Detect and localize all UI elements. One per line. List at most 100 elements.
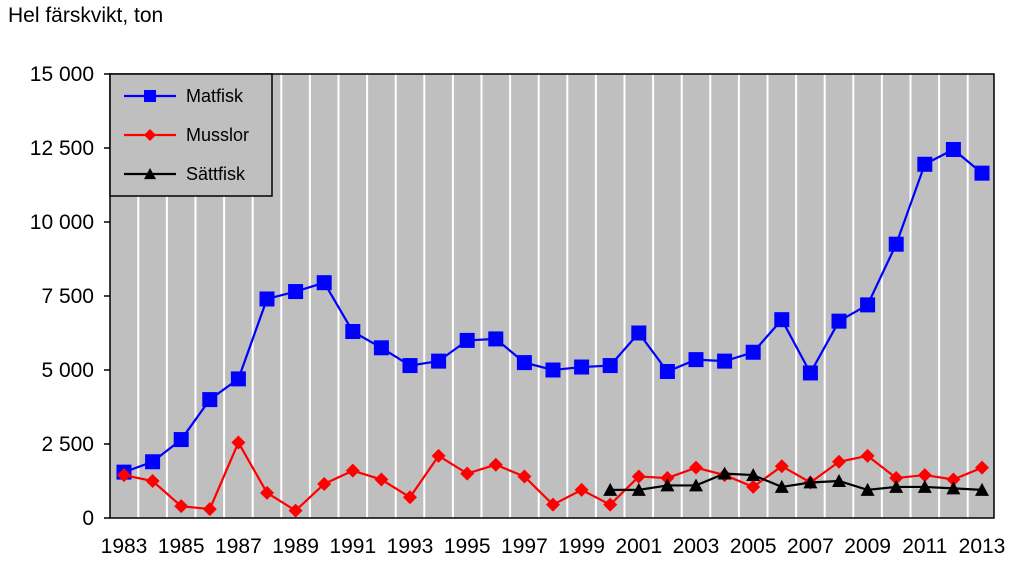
data-point	[774, 479, 789, 493]
data-point	[460, 466, 475, 481]
data-point	[717, 353, 733, 369]
y-tick-label: 10 000	[30, 211, 94, 234]
series-musslor	[117, 435, 989, 518]
data-point	[745, 344, 761, 360]
data-point	[459, 332, 475, 348]
data-point	[403, 490, 417, 505]
data-point	[746, 479, 761, 494]
data-point	[917, 479, 932, 493]
legend-label: Matfisk	[186, 86, 244, 106]
x-tick-label: 1991	[329, 535, 376, 558]
legend-label: Musslor	[186, 125, 249, 145]
data-point	[259, 291, 275, 307]
data-point	[660, 471, 675, 486]
data-point	[888, 236, 904, 252]
data-point	[889, 471, 904, 486]
data-point	[975, 482, 989, 496]
data-point	[174, 499, 189, 514]
data-point	[917, 468, 932, 483]
data-point	[689, 478, 703, 492]
x-tick-label: 2009	[844, 535, 891, 558]
data-point	[117, 468, 131, 483]
data-point	[545, 362, 561, 378]
data-point	[517, 469, 532, 484]
data-point	[832, 454, 846, 469]
data-point	[345, 324, 361, 340]
data-point	[660, 478, 675, 492]
data-point	[602, 358, 618, 374]
data-point	[603, 482, 618, 496]
data-point	[488, 457, 503, 472]
data-point	[746, 468, 761, 482]
data-point	[144, 129, 156, 141]
data-point	[431, 448, 446, 463]
data-point	[145, 474, 160, 488]
x-tick-label: 2005	[730, 535, 777, 558]
data-point	[689, 460, 703, 475]
data-point	[373, 340, 389, 356]
data-point	[717, 466, 732, 480]
x-tick-label: 1997	[501, 535, 548, 558]
data-point	[317, 476, 332, 491]
y-tick-label: 15 000	[30, 63, 94, 86]
x-tick-label: 2001	[615, 535, 662, 558]
series-layer	[116, 141, 990, 518]
data-point	[774, 312, 790, 328]
data-point	[659, 363, 675, 379]
data-point	[288, 503, 303, 518]
data-point	[975, 460, 989, 475]
legend: Matfisk Musslor Sättfisk	[109, 73, 273, 197]
data-point	[631, 469, 646, 484]
data-point	[945, 141, 961, 157]
data-point	[288, 284, 304, 300]
x-tick-label: 2011	[902, 535, 947, 558]
series-matfisk	[116, 141, 990, 480]
data-point	[402, 358, 418, 374]
data-point	[144, 90, 156, 102]
data-point	[202, 502, 217, 517]
data-point	[831, 313, 847, 329]
data-point	[145, 454, 161, 470]
data-point	[546, 497, 560, 512]
data-point	[574, 359, 590, 375]
legend-item: Sättfisk	[124, 164, 246, 184]
x-tick-label: 1983	[101, 535, 148, 558]
data-point	[202, 392, 218, 408]
data-point	[860, 297, 876, 313]
y-tick-label: 2 500	[41, 433, 94, 456]
x-tick-label: 2003	[673, 535, 720, 558]
data-point	[173, 432, 189, 448]
series-sättfisk	[603, 466, 989, 496]
data-point	[946, 472, 961, 487]
x-tick-label: 1987	[215, 535, 262, 558]
data-point	[803, 475, 818, 489]
data-point	[889, 479, 904, 493]
data-point	[316, 275, 332, 291]
data-point	[974, 165, 990, 181]
data-point	[688, 352, 704, 368]
x-tick-label: 1993	[387, 535, 434, 558]
data-point	[631, 325, 647, 341]
x-tick-label: 1989	[272, 535, 319, 558]
data-point	[231, 435, 246, 450]
y-axis-label: Hel färskvikt, ton	[8, 4, 163, 27]
data-point	[917, 156, 933, 172]
data-point	[860, 448, 875, 463]
y-tick-label: 5 000	[41, 359, 94, 382]
series-line	[610, 472, 983, 491]
data-point	[802, 365, 818, 381]
data-point	[603, 497, 618, 512]
data-point	[516, 355, 532, 371]
legend-label: Sättfisk	[186, 164, 246, 184]
y-tick-label: 0	[82, 507, 94, 530]
x-axis-ticks: 1983 1985 1987 1989 1991 1993 1995 1997 1999 2001…	[101, 535, 1006, 558]
data-point	[946, 481, 961, 495]
data-point	[488, 331, 504, 347]
x-tick-label: 1995	[444, 535, 491, 558]
x-tick-label: 2013	[959, 535, 1006, 558]
data-point	[260, 485, 274, 500]
legend-item: Musslor	[124, 125, 249, 145]
y-tick-label: 12 500	[30, 137, 94, 160]
legend-item: Matfisk	[124, 86, 244, 106]
